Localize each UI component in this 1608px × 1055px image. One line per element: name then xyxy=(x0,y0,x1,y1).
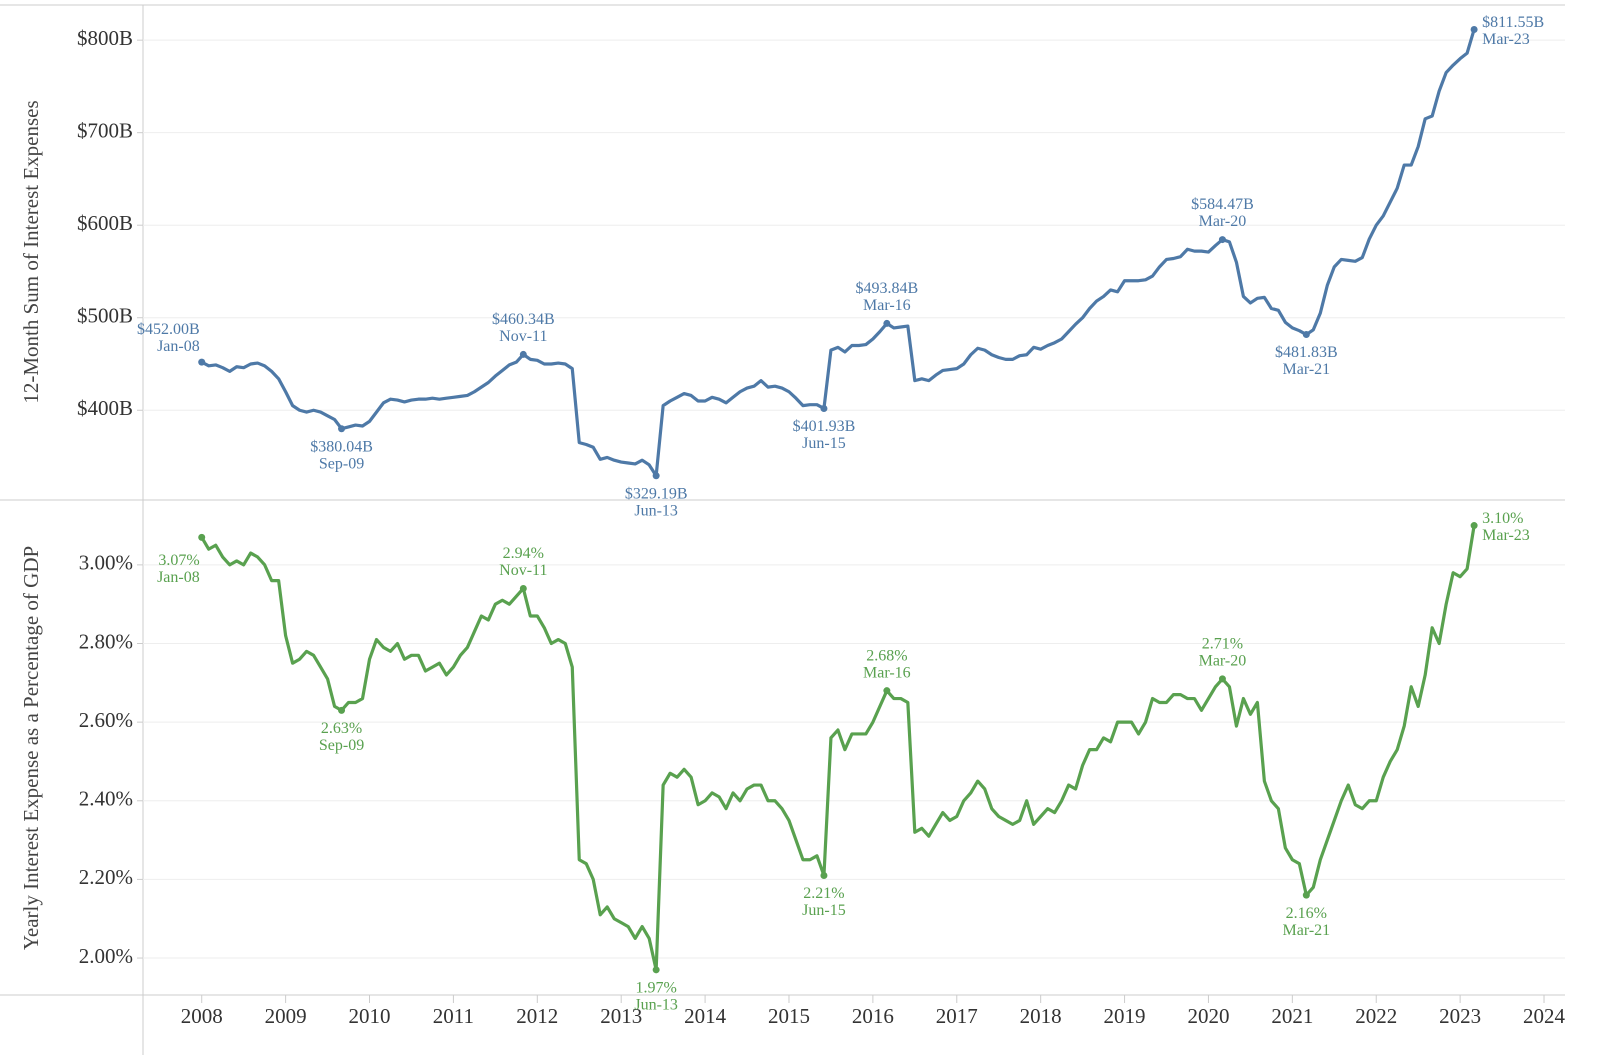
annotated-point xyxy=(652,966,660,974)
x-tick-label: 2017 xyxy=(936,1004,978,1028)
annotated-point xyxy=(198,358,206,366)
value-label: $380.04B xyxy=(310,438,373,455)
x-tick-label: 2012 xyxy=(516,1004,558,1028)
date-label: Mar-23 xyxy=(1482,527,1530,544)
annotated-point xyxy=(1218,675,1226,683)
date-label: Jan-08 xyxy=(157,569,200,586)
annotated-point xyxy=(519,584,527,592)
annotated-point xyxy=(652,472,660,480)
annotated-point xyxy=(1218,236,1226,244)
date-label: Sep-09 xyxy=(319,737,364,754)
x-tick-label: 2024 xyxy=(1523,1004,1566,1028)
x-tick-label: 2016 xyxy=(852,1004,894,1028)
y-tick-label: $700B xyxy=(77,118,133,142)
y-tick-label: 2.60% xyxy=(79,708,133,732)
value-label: $481.83B xyxy=(1275,344,1338,361)
x-tick-label: 2023 xyxy=(1439,1004,1481,1028)
date-label: Jun-13 xyxy=(634,997,678,1014)
date-label: Nov-11 xyxy=(499,562,547,579)
x-tick-label: 2009 xyxy=(265,1004,307,1028)
y-tick-label: 2.40% xyxy=(79,787,133,811)
date-label: Jun-13 xyxy=(634,502,678,519)
value-label: 2.71% xyxy=(1202,636,1243,653)
date-label: Sep-09 xyxy=(319,455,364,472)
date-label: Mar-16 xyxy=(863,664,911,681)
value-label: $811.55B xyxy=(1482,14,1544,31)
y-tick-label: $600B xyxy=(77,211,133,235)
value-label: $329.19B xyxy=(625,485,688,502)
value-label: 2.68% xyxy=(866,647,907,664)
y-tick-label: 3.00% xyxy=(79,551,133,575)
x-tick-label: 2015 xyxy=(768,1004,810,1028)
x-tick-label: 2020 xyxy=(1187,1004,1229,1028)
annotated-point xyxy=(1470,25,1478,33)
y-tick-label: 2.00% xyxy=(79,944,133,968)
date-label: Mar-23 xyxy=(1482,31,1530,48)
annotated-point xyxy=(820,871,828,879)
annotated-point xyxy=(338,706,346,714)
value-label: 2.63% xyxy=(321,720,362,737)
value-label: 1.97% xyxy=(635,980,676,997)
y-axis-title: 12-Month Sum of Interest Expenses xyxy=(19,100,43,403)
value-label: 3.07% xyxy=(158,552,199,569)
x-tick-label: 2011 xyxy=(433,1004,474,1028)
y-tick-label: $800B xyxy=(77,26,133,50)
series-line xyxy=(200,525,1476,972)
x-tick-label: 2008 xyxy=(181,1004,223,1028)
annotated-point xyxy=(1470,522,1478,530)
annotated-point xyxy=(883,687,891,695)
annotated-point xyxy=(820,404,828,412)
value-label: 2.94% xyxy=(503,545,544,562)
value-label: 2.16% xyxy=(1286,905,1327,922)
x-tick-label: 2021 xyxy=(1271,1004,1313,1028)
value-label: $584.47B xyxy=(1191,196,1254,213)
annotated-point xyxy=(519,350,527,358)
date-label: Mar-20 xyxy=(1199,653,1247,670)
x-tick-label: 2018 xyxy=(1020,1004,1062,1028)
value-label: $452.00B xyxy=(137,321,200,338)
value-label: $493.84B xyxy=(856,280,919,297)
annotated-point xyxy=(338,425,346,433)
annotated-point xyxy=(1302,891,1310,899)
y-tick-label: 2.20% xyxy=(79,865,133,889)
value-label: 3.10% xyxy=(1482,510,1523,527)
annotated-point xyxy=(883,319,891,327)
y-tick-label: $400B xyxy=(77,396,133,420)
date-label: Mar-16 xyxy=(863,297,911,314)
date-label: Nov-11 xyxy=(499,328,547,345)
date-label: Mar-21 xyxy=(1282,361,1330,378)
date-label: Mar-20 xyxy=(1199,213,1247,230)
date-label: Jun-15 xyxy=(802,902,846,919)
y-tick-label: $500B xyxy=(77,304,133,328)
series-line xyxy=(200,29,1476,478)
y2-axis-title: Yearly Interest Expense as a Percentage … xyxy=(19,546,43,950)
x-tick-label: 2013 xyxy=(600,1004,642,1028)
y-tick-label: 2.80% xyxy=(79,629,133,653)
value-label: $460.34B xyxy=(492,311,555,328)
date-label: Jan-08 xyxy=(157,338,200,355)
x-tick-label: 2022 xyxy=(1355,1004,1397,1028)
x-tick-label: 2014 xyxy=(684,1004,727,1028)
date-label: Jun-15 xyxy=(802,435,846,452)
date-label: Mar-21 xyxy=(1282,922,1330,939)
x-tick-label: 2019 xyxy=(1104,1004,1146,1028)
value-label: $401.93B xyxy=(793,418,856,435)
value-label: 2.21% xyxy=(803,885,844,902)
x-tick-label: 2010 xyxy=(349,1004,391,1028)
annotated-point xyxy=(1302,331,1310,339)
annotated-point xyxy=(198,533,206,541)
